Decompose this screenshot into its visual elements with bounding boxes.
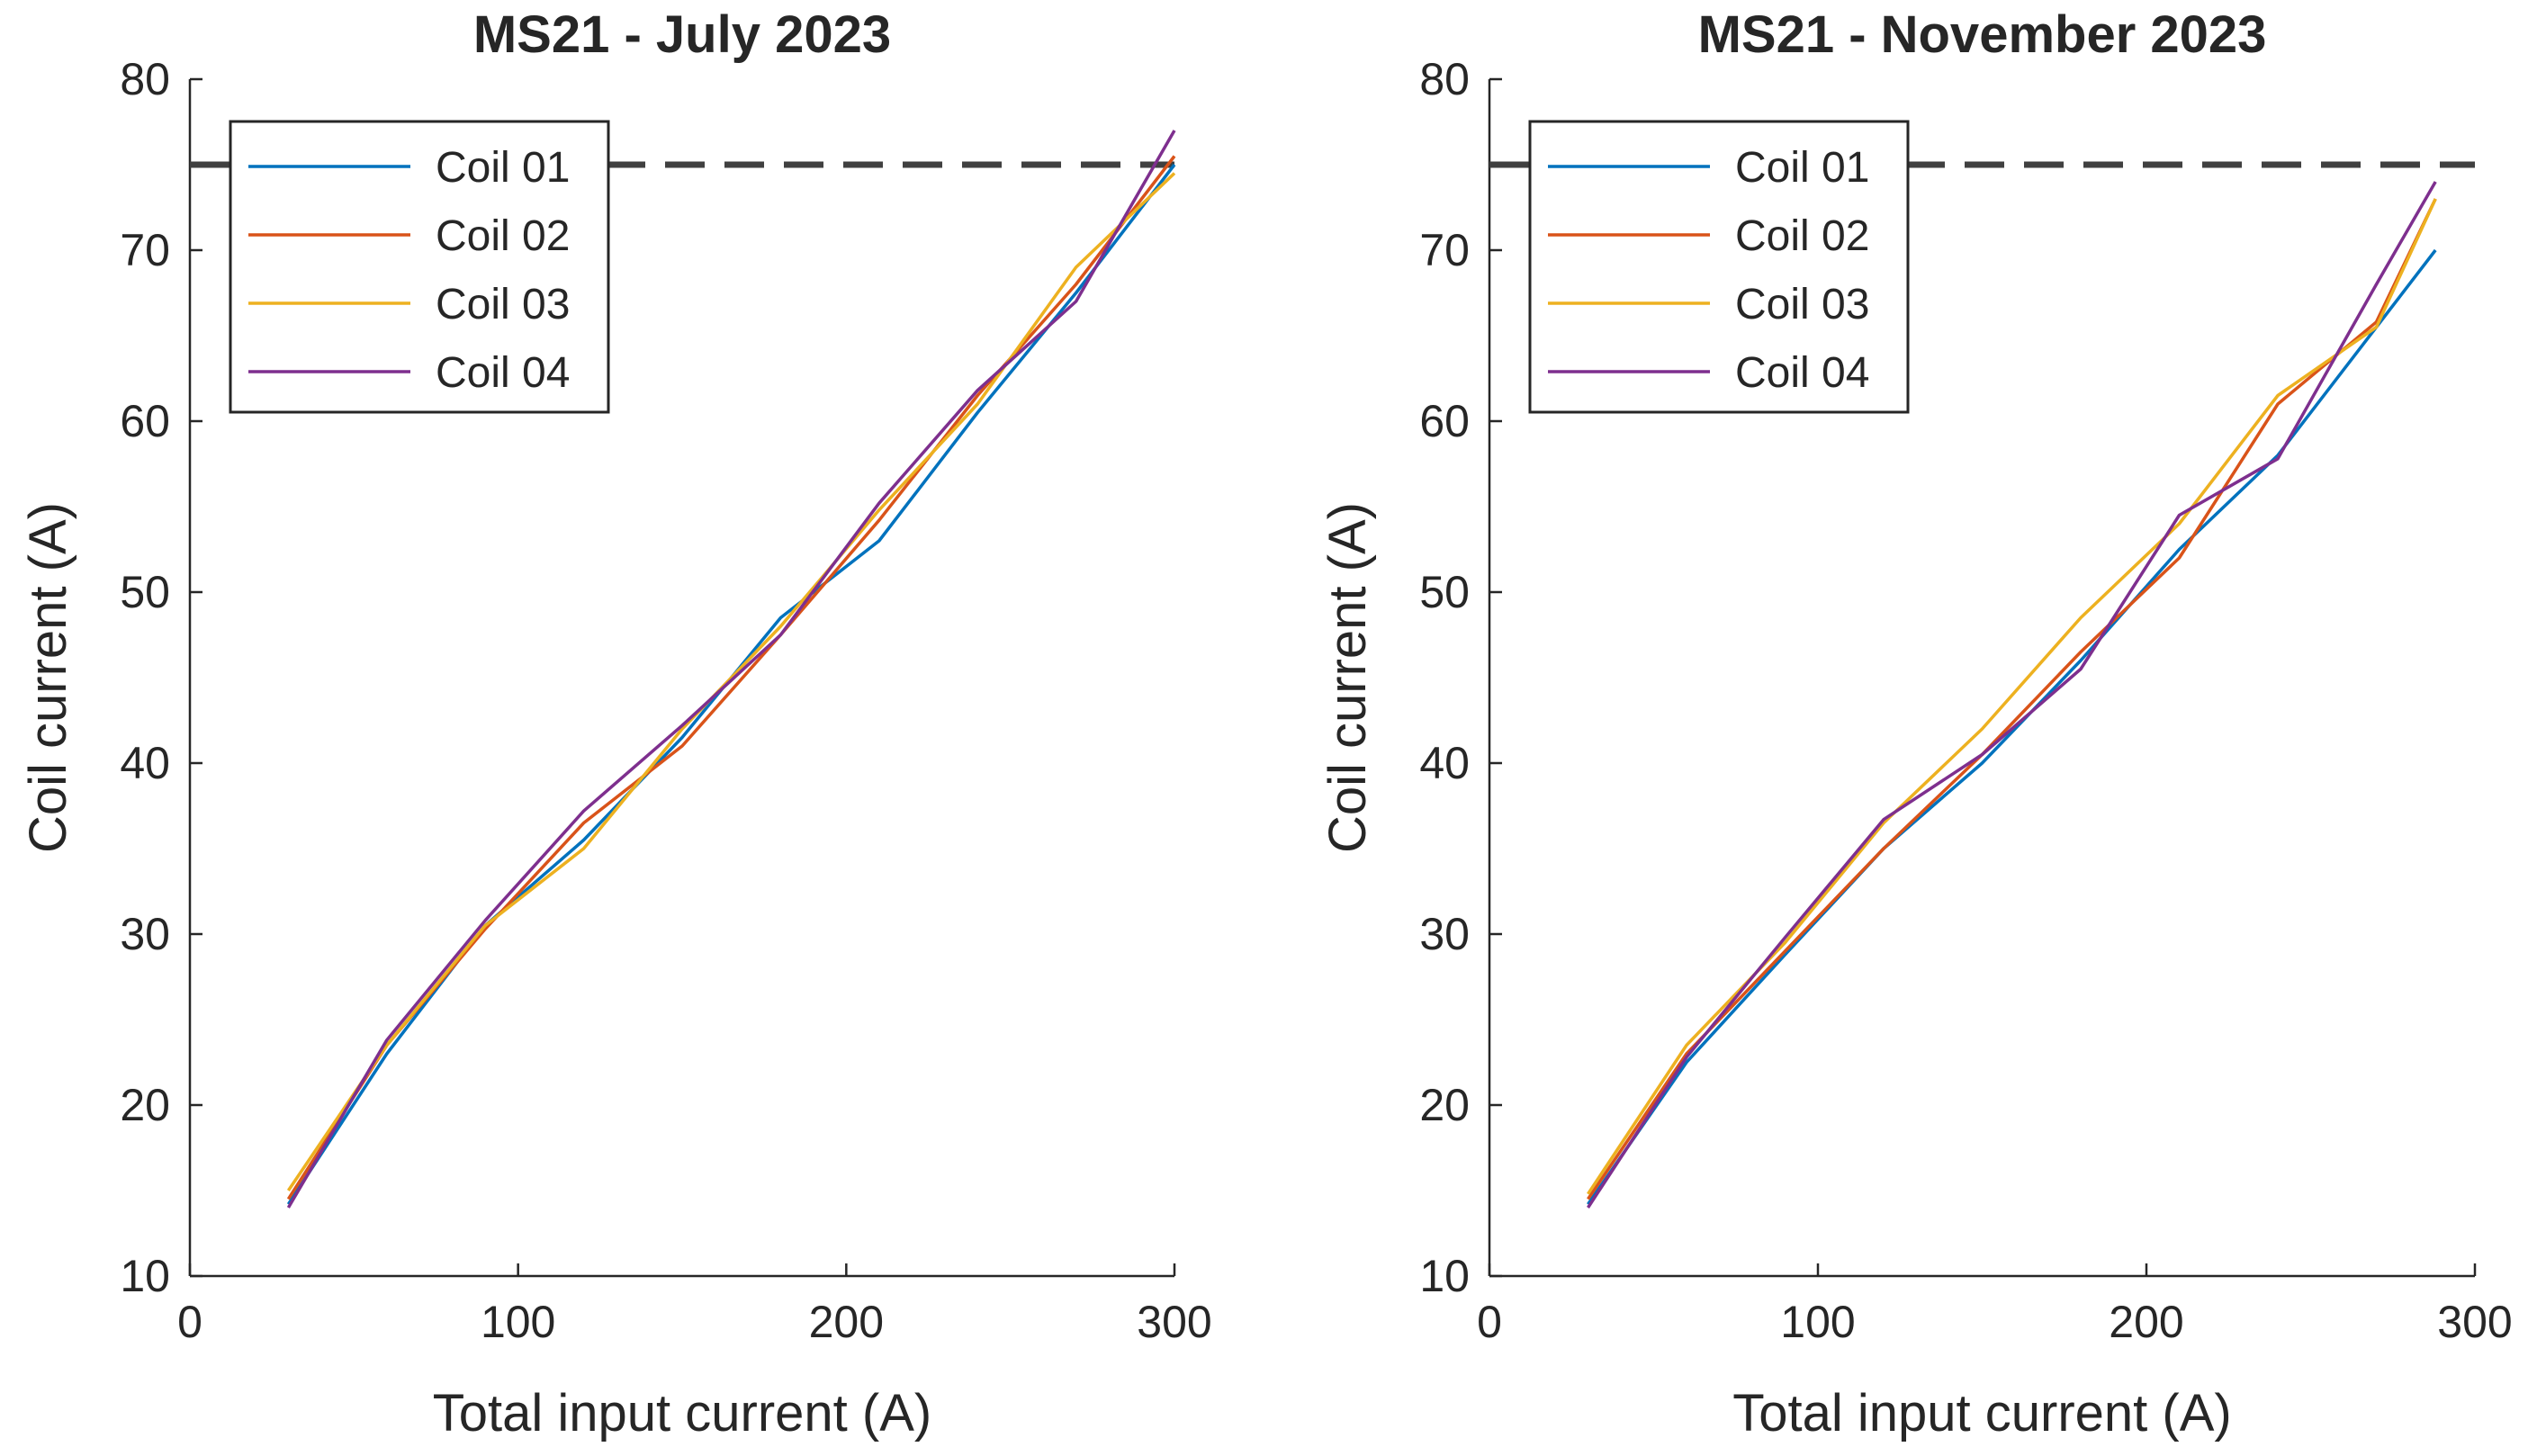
legend-box (229, 120, 610, 414)
legend-label: Coil 04 (1735, 349, 1869, 397)
series-line-coil-04 (286, 130, 1176, 1209)
x-axis-label: Total input current (A) (1732, 1384, 2231, 1443)
y-tick-label: 70 (120, 225, 170, 275)
y-tick-label: 80 (120, 54, 170, 104)
legend-label: Coil 02 (436, 212, 570, 260)
legend-label: Coil 04 (436, 349, 570, 397)
y-tick-label: 60 (1419, 396, 1470, 446)
y-tick-label: 70 (1419, 225, 1470, 275)
x-tick-label: 300 (1137, 1297, 1211, 1347)
panel-right: MS21 - November 2023 10 20 30 40 50 60 70 80 0 100… (1318, 5, 2513, 1443)
x-tick-label: 0 (177, 1297, 202, 1347)
legend-label: Coil 01 (436, 144, 570, 192)
x-tick-label: 300 (2437, 1297, 2512, 1347)
legend-label: Coil 01 (1735, 144, 1869, 192)
y-tick-label: 80 (1419, 54, 1470, 104)
y-tick-label: 20 (120, 1080, 170, 1130)
series-line-coil-04 (1587, 181, 2437, 1209)
y-tick-label: 50 (1419, 567, 1470, 617)
x-tick-label: 0 (1477, 1297, 1502, 1347)
y-tick-label: 40 (120, 738, 170, 788)
x-tick-label: 100 (481, 1297, 555, 1347)
y-tick-label: 60 (120, 396, 170, 446)
legend-label: Coil 02 (1735, 212, 1869, 260)
y-tick-label: 20 (1419, 1080, 1470, 1130)
y-tick-label: 30 (120, 909, 170, 959)
y-tick-label: 10 (1419, 1251, 1470, 1301)
y-axis-label: Coil current (A) (19, 502, 77, 853)
x-tick-label: 100 (1780, 1297, 1855, 1347)
panel-left: MS21 - July 2023 10 20 30 40 50 60 70 80 0 100 200 3… (19, 5, 1212, 1443)
chart-title: MS21 - November 2023 (1698, 5, 2267, 64)
chart-title: MS21 - July 2023 (473, 5, 891, 64)
series-line-coil-03 (1587, 198, 2437, 1195)
y-axis-label: Coil current (A) (1318, 502, 1377, 853)
legend-box (1528, 120, 1910, 414)
y-tick-label: 40 (1419, 738, 1470, 788)
y-tick-label: 30 (1419, 909, 1470, 959)
y-tick-label: 50 (120, 567, 170, 617)
x-tick-label: 200 (2109, 1297, 2183, 1347)
legend-label: Coil 03 (436, 281, 570, 328)
x-tick-label: 200 (809, 1297, 884, 1347)
series-line-coil-03 (286, 172, 1176, 1191)
y-tick-label: 10 (120, 1251, 170, 1301)
x-axis-label: Total input current (A) (433, 1384, 931, 1443)
legend-label: Coil 03 (1735, 281, 1869, 328)
